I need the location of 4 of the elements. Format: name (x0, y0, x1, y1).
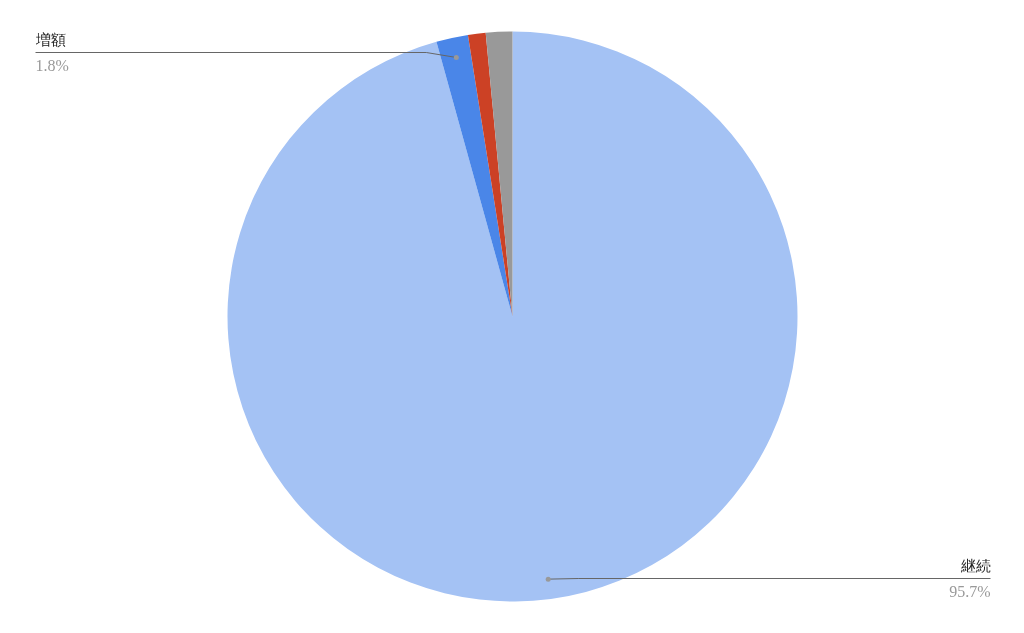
slice-label: 増額 (34, 30, 66, 49)
data-label: 1.8% (35, 56, 69, 74)
slice-label: 継続 (959, 556, 991, 575)
data-label: 95.7% (949, 582, 991, 600)
